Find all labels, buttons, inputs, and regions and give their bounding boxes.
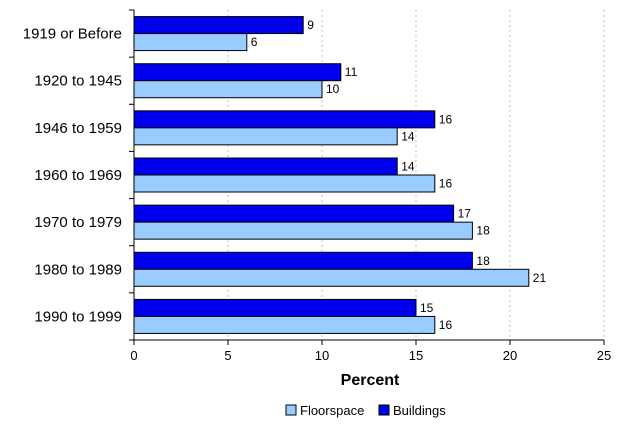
bar-floorspace-1980-to-1989 <box>133 268 530 287</box>
x-tick-label-0: 0 <box>130 348 137 363</box>
bars <box>133 16 530 334</box>
data-label-floorspace-1920-to-1945: 10 <box>326 82 340 96</box>
data-label-buildings-1946-to-1959: 16 <box>439 112 453 126</box>
bar-buildings-1990-to-1999 <box>133 298 417 317</box>
data-label-floorspace-1970-to-1979: 18 <box>476 224 490 238</box>
category-label-1960-to-1969: 1960 to 1969 <box>34 167 122 184</box>
data-label-buildings-1980-to-1989: 18 <box>476 254 490 268</box>
bar-buildings-1946-to-1959 <box>133 110 436 129</box>
bar-floorspace-1920-to-1945 <box>133 80 323 99</box>
x-tick-label-5: 5 <box>224 348 231 363</box>
category-label-1946-to-1959: 1946 to 1959 <box>34 120 122 137</box>
bar-floorspace-1970-to-1979 <box>133 221 473 240</box>
x-tick-label-10: 10 <box>315 348 329 363</box>
category-label-1920-to-1945: 1920 to 1945 <box>34 73 122 90</box>
data-label-floorspace-1980-to-1989: 21 <box>533 271 547 285</box>
category-label-1919-or-before: 1919 or Before <box>23 26 122 43</box>
data-label-floorspace-1919-or-before: 6 <box>251 35 258 49</box>
data-label-buildings-1919-or-before: 9 <box>307 18 314 32</box>
data-label-floorspace-1990-to-1999: 16 <box>439 318 453 332</box>
data-label-buildings-1970-to-1979: 17 <box>458 207 472 221</box>
data-label-floorspace-1946-to-1959: 14 <box>401 129 415 143</box>
bar-buildings-1920-to-1945 <box>133 63 342 82</box>
legend-label-buildings: Buildings <box>393 403 446 418</box>
category-label-1970-to-1979: 1970 to 1979 <box>34 214 122 231</box>
legend-swatch-buildings <box>378 404 390 416</box>
bar-floorspace-1946-to-1959 <box>133 127 398 146</box>
legend-swatch-floorspace <box>285 404 297 416</box>
x-axis-title: Percent <box>341 372 400 389</box>
data-labels: 9 6 11 10 16 14 14 16 17 18 18 21 15 16 <box>251 18 547 332</box>
data-label-buildings-1990-to-1999: 15 <box>420 301 434 315</box>
bar-floorspace-1919-or-before <box>133 33 248 52</box>
category-label-1990-to-1999: 1990 to 1999 <box>34 308 122 325</box>
x-tick-label-25: 25 <box>597 348 611 363</box>
bar-buildings-1919-or-before <box>133 16 304 35</box>
category-labels: 1919 or Before 1920 to 1945 1946 to 1959 19… <box>23 26 122 326</box>
bar-buildings-1970-to-1979 <box>133 204 455 223</box>
legend-label-floorspace: Floorspace <box>300 403 364 418</box>
data-label-buildings-1920-to-1945: 11 <box>345 65 358 79</box>
axes <box>129 9 605 345</box>
x-tick-label-20: 20 <box>503 348 517 363</box>
bar-buildings-1980-to-1989 <box>133 251 473 270</box>
x-tick-label-15: 15 <box>409 348 423 363</box>
x-tick-labels: 0 5 10 15 20 25 <box>130 348 611 363</box>
legend: Floorspace Buildings <box>285 403 446 418</box>
category-label-1980-to-1989: 1980 to 1989 <box>34 261 122 278</box>
data-label-buildings-1960-to-1969: 14 <box>401 160 415 174</box>
bar-floorspace-1990-to-1999 <box>133 315 436 334</box>
bar-buildings-1960-to-1969 <box>133 157 398 176</box>
data-label-floorspace-1960-to-1969: 16 <box>439 177 453 191</box>
bar-floorspace-1960-to-1969 <box>133 174 436 193</box>
